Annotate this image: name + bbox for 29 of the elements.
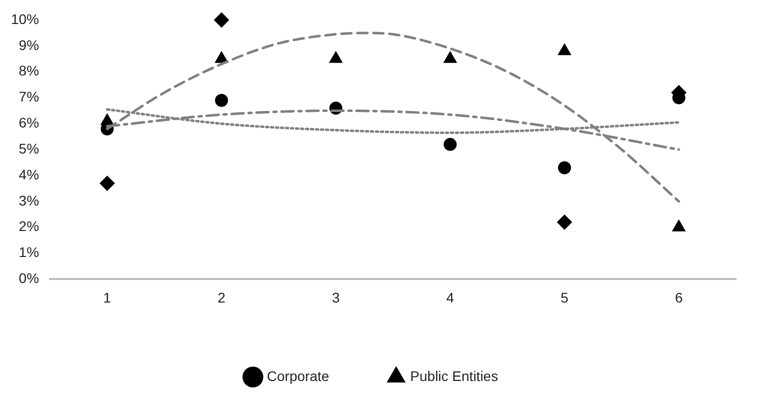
legend-label: Public Entities xyxy=(410,368,498,384)
point xyxy=(558,44,572,56)
x-tick-label: 5 xyxy=(560,289,569,306)
point xyxy=(329,51,342,63)
point xyxy=(215,94,228,107)
x-tick-label: 3 xyxy=(332,289,340,306)
y-tick-label: 7% xyxy=(18,88,40,105)
point xyxy=(100,176,115,191)
y-tick-label: 8% xyxy=(18,62,40,79)
point xyxy=(558,161,572,174)
legend-label: Corporate xyxy=(266,368,330,384)
y-tick-label: 9% xyxy=(18,36,40,53)
y-tick-label: 2% xyxy=(18,218,40,234)
y-tick-label: 3% xyxy=(18,192,40,208)
x-tick-label: 6 xyxy=(674,289,683,306)
y-tick-label: 5% xyxy=(18,140,40,156)
point xyxy=(444,138,457,151)
y-tick-label: 4% xyxy=(18,166,40,182)
point xyxy=(214,12,230,28)
y-tick-label: 10% xyxy=(10,10,40,27)
x-tick-label: 2 xyxy=(218,289,226,306)
point xyxy=(214,51,228,63)
y-tick-label: 6% xyxy=(18,114,40,131)
x-tick-label: 4 xyxy=(446,289,454,306)
y-tick-label: 1% xyxy=(18,244,40,260)
y-tick-label: 0% xyxy=(18,270,40,286)
x-tick-label: 1 xyxy=(103,289,112,306)
point xyxy=(444,51,457,63)
point xyxy=(557,214,572,230)
